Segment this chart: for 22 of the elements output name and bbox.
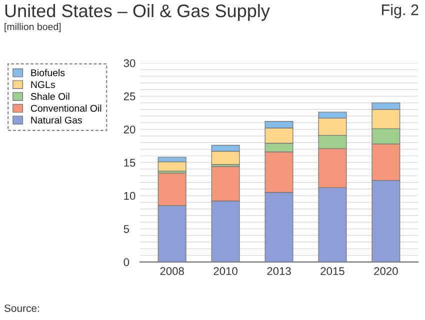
bar — [158, 161, 186, 172]
legend-label: Conventional Oil — [30, 104, 102, 112]
x-tick-label: 2010 — [214, 267, 238, 276]
source-note: Source: — [4, 304, 39, 312]
chart-title: United States – Oil & Gas Supply — [5, 4, 270, 21]
legend-label: Natural Gas — [31, 116, 82, 124]
text: [million boed] — [4, 23, 61, 32]
y-tick-label: 30 — [124, 59, 136, 68]
y-tick-label: 10 — [124, 192, 136, 200]
x-tick-label: 2008 — [160, 267, 184, 276]
legend-label: NGLs — [31, 81, 55, 88]
y-tick-label: 25 — [124, 92, 136, 100]
x-tick-label: 2013 — [267, 267, 291, 276]
y-tick-label: 0 — [124, 258, 130, 266]
legend-label: Biofuels — [31, 69, 65, 76]
y-tick-label: 15 — [124, 158, 136, 167]
legend-label: Shale Oil — [30, 92, 70, 100]
caption: Fig. 2 — [382, 4, 418, 18]
x-tick-label: 2020 — [374, 267, 398, 276]
x-tick-label: 2015 — [320, 267, 344, 276]
y-tick-label: 20 — [124, 126, 136, 134]
y-tick-label: 5 — [124, 225, 130, 233]
